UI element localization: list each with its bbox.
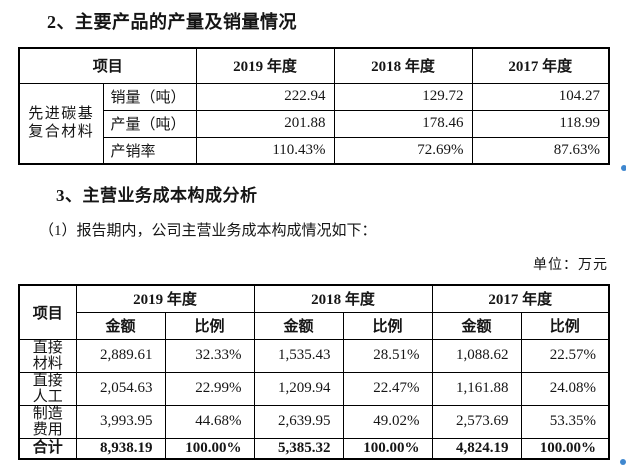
cell-labor-ratio-2018: 22.47% — [342, 371, 433, 406]
cost-table-subheader-row: 金额 比例 金额 比例 金额 比例 — [19, 311, 610, 340]
cost-composition-table: 项目 2019 年度 2018 年度 2017 年度 金额 比例 金额 比例 金… — [18, 284, 611, 460]
cell-materials-amount-2017: 1,088.62 — [431, 338, 522, 373]
cell-materials-ratio-2018: 28.51% — [342, 338, 433, 373]
subheader-amount-2017: 金额 — [431, 311, 522, 340]
cell-total-amount-2018: 5,385.32 — [253, 437, 344, 460]
cell-total-amount-2017: 4,824.19 — [431, 437, 522, 460]
col-header-2017: 2017 年度 — [431, 284, 610, 313]
cell-ratio-2018: 72.69% — [333, 136, 473, 165]
cell-overhead-ratio-2019: 44.68% — [164, 404, 255, 439]
cell-overhead-amount-2018: 2,639.95 — [253, 404, 344, 439]
table-row-manufacturing-overhead: 制造 费用 3,993.95 44.68% 2,639.95 49.02% 2,… — [18, 404, 610, 439]
col-header-2018: 2018 年度 — [253, 284, 433, 313]
cell-overhead-ratio-2017: 53.35% — [520, 404, 610, 439]
col-header-2017: 2017 年度 — [471, 47, 610, 84]
row-label-line2: 人工 — [32, 388, 63, 405]
cell-materials-ratio-2017: 22.57% — [520, 338, 610, 373]
cell-output-2018: 178.46 — [333, 109, 473, 138]
section-title-production-sales: 2、主要产品的产量及销量情况 — [47, 12, 297, 32]
cell-sales-2019: 222.94 — [195, 82, 335, 111]
cell-ratio-2017: 87.63% — [471, 136, 610, 165]
cell-ratio-2019: 110.43% — [195, 136, 335, 165]
table-row-sales-volume: 先进碳基 复合材料 销量（吨） 222.94 129.72 104.27 — [18, 82, 610, 165]
row-label-line2: 费用 — [32, 421, 63, 438]
row-label-total: 合计 — [18, 437, 77, 460]
row-label-line2: 材料 — [32, 355, 63, 372]
cell-total-ratio-2019: 100.00% — [164, 437, 255, 460]
selection-handle-icon[interactable] — [621, 165, 626, 171]
subheader-amount-2018: 金额 — [253, 311, 344, 340]
cell-total-amount-2019: 8,938.19 — [75, 437, 166, 460]
cell-materials-amount-2019: 2,889.61 — [75, 338, 166, 373]
cell-labor-ratio-2017: 24.08% — [520, 371, 610, 406]
row-label-direct-labor: 直接 人工 — [18, 371, 77, 406]
cell-materials-ratio-2019: 32.33% — [164, 338, 255, 373]
section-title-cost-analysis: 3、主营业务成本构成分析 — [56, 186, 258, 205]
cell-sales-2017: 104.27 — [471, 82, 610, 111]
col-header-2018: 2018 年度 — [333, 47, 473, 84]
product-group-line2: 复合材料 — [28, 124, 95, 141]
product-group-label: 先进碳基 复合材料 — [18, 82, 104, 165]
unit-label: 单位：万元 — [533, 258, 608, 273]
cell-labor-amount-2019: 2,054.63 — [75, 371, 166, 406]
production-sales-table: 项目 2019 年度 2018 年度 2017 年度 先进碳基 复合材料 销量（… — [18, 47, 611, 165]
product-group-line1: 先进碳基 — [28, 106, 95, 123]
col-header-item: 项目 — [18, 284, 77, 340]
subheader-ratio-2017: 比例 — [520, 311, 610, 340]
metric-label-sales: 销量（吨） — [102, 82, 197, 111]
cell-output-2019: 201.88 — [195, 109, 335, 138]
cell-overhead-ratio-2018: 49.02% — [342, 404, 433, 439]
cell-total-ratio-2018: 100.00% — [342, 437, 433, 460]
production-table-header-row: 项目 2019 年度 2018 年度 2017 年度 — [18, 47, 610, 84]
cell-overhead-amount-2019: 3,993.95 — [75, 404, 166, 439]
cell-overhead-amount-2017: 2,573.69 — [431, 404, 522, 439]
col-header-2019: 2019 年度 — [195, 47, 335, 84]
metric-label-output: 产量（吨） — [102, 109, 197, 138]
cell-output-2017: 118.99 — [471, 109, 610, 138]
cell-labor-ratio-2019: 22.99% — [164, 371, 255, 406]
cell-sales-2018: 129.72 — [333, 82, 473, 111]
table-row-output-volume: 产量（吨） 201.88 178.46 118.99 — [19, 109, 610, 138]
cost-analysis-intro-text: （1）报告期内，公司主营业务成本构成情况如下： — [39, 223, 377, 239]
row-label-line1: 直接 — [32, 372, 63, 389]
table-row-direct-labor: 直接 人工 2,054.63 22.99% 1,209.94 22.47% 1,… — [18, 371, 610, 406]
cell-materials-amount-2018: 1,535.43 — [253, 338, 344, 373]
table-row-direct-materials: 直接 材料 2,889.61 32.33% 1,535.43 28.51% 1,… — [18, 338, 610, 373]
cost-table-year-header-row: 项目 2019 年度 2018 年度 2017 年度 — [18, 284, 610, 340]
subheader-ratio-2018: 比例 — [342, 311, 433, 340]
subheader-amount-2019: 金额 — [75, 311, 166, 340]
metric-label-ratio: 产销率 — [102, 136, 197, 165]
row-label-manufacturing-overhead: 制造 费用 — [18, 404, 77, 439]
cell-total-ratio-2017: 100.00% — [520, 437, 610, 460]
row-label-direct-materials: 直接 材料 — [18, 338, 77, 373]
subheader-ratio-2019: 比例 — [164, 311, 255, 340]
cell-labor-amount-2017: 1,161.88 — [431, 371, 522, 406]
col-header-item: 项目 — [18, 47, 197, 84]
cell-labor-amount-2018: 1,209.94 — [253, 371, 344, 406]
selection-handle-icon[interactable] — [620, 459, 626, 465]
table-row-sales-ratio: 产销率 110.43% 72.69% 87.63% — [19, 136, 610, 165]
row-label-line1: 直接 — [32, 339, 63, 356]
table-row-total: 合计 8,938.19 100.00% 5,385.32 100.00% 4,8… — [18, 437, 610, 460]
col-header-2019: 2019 年度 — [75, 284, 255, 313]
row-label-line1: 制造 — [32, 405, 63, 422]
